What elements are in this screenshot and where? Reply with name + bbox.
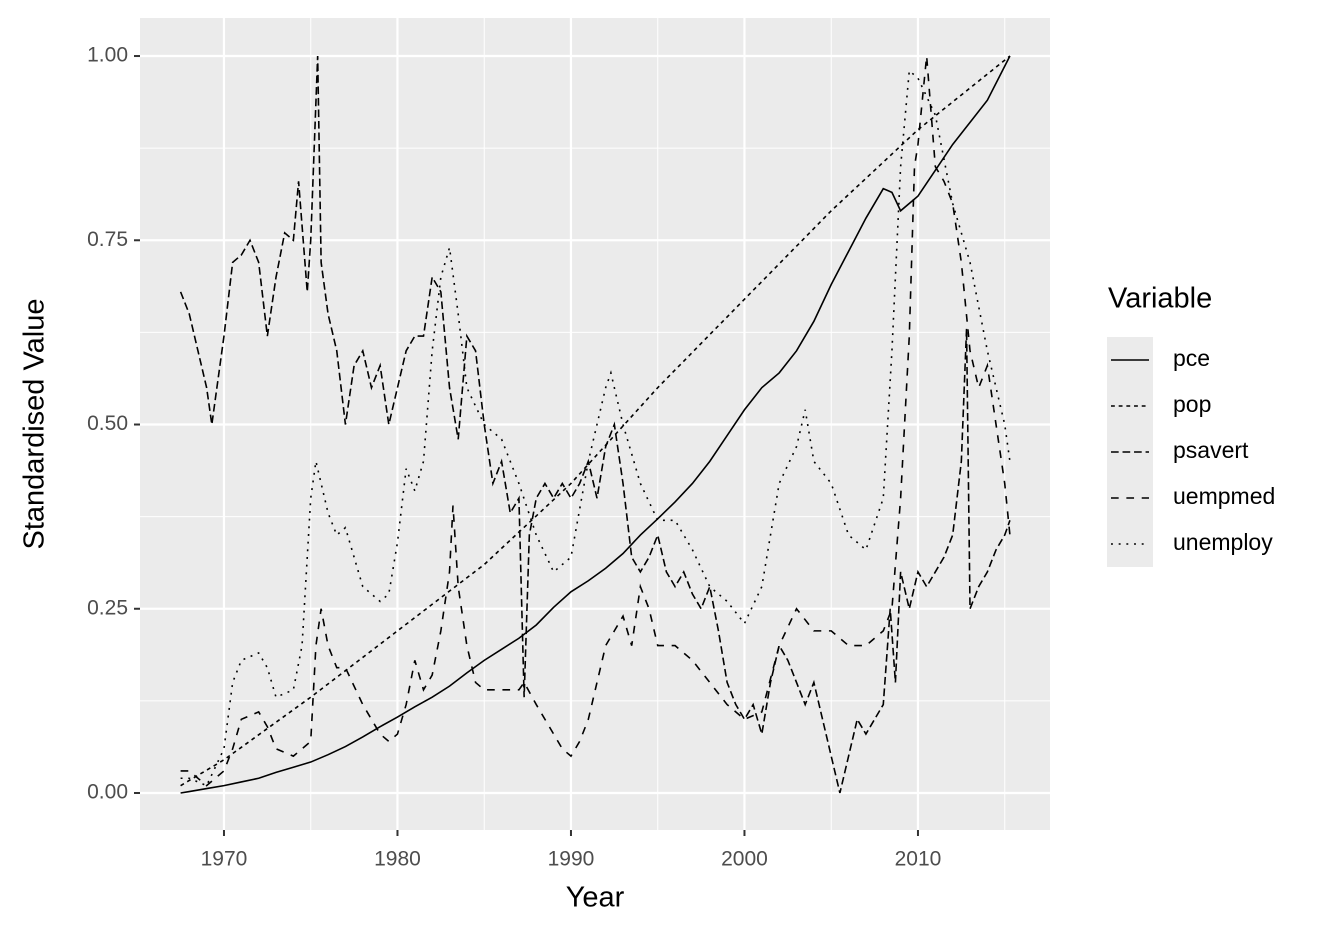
series-line [180, 69, 1011, 787]
y-tick-label: 1.00 [87, 44, 128, 67]
legend: pce pop psavert uempmed unemploy [1107, 337, 1275, 567]
y-tick-label: 0.25 [87, 596, 128, 619]
x-axis-title: Year [566, 882, 625, 914]
y-tick-label: 0.50 [87, 412, 128, 435]
legend-label: psavert [1173, 437, 1249, 463]
legend-label: unemploy [1173, 529, 1273, 555]
y-axis-title: Standardised Value [19, 299, 51, 550]
legend-title: Variable [1108, 283, 1212, 315]
x-tick-label: 1970 [201, 848, 248, 871]
y-tick-label: 0.00 [87, 781, 128, 804]
x-tick-label: 2010 [895, 848, 942, 871]
series-line [179, 55, 1011, 794]
legend-label: pop [1173, 391, 1211, 417]
series-line [180, 55, 1011, 787]
legend-label: uempmed [1173, 483, 1275, 509]
x-tick-label: 2000 [721, 848, 768, 871]
series-line [180, 55, 1011, 787]
legend-label: pce [1173, 345, 1210, 371]
y-tick-label: 0.75 [87, 228, 128, 251]
x-tick-label: 1980 [374, 848, 421, 871]
series-line [180, 55, 1011, 794]
axes: 0.00 0.25 0.50 0.75 1.00 1970 1980 1990 2000 2010 [87, 44, 941, 871]
lines [179, 55, 1011, 794]
x-tick-label: 1990 [548, 848, 595, 871]
